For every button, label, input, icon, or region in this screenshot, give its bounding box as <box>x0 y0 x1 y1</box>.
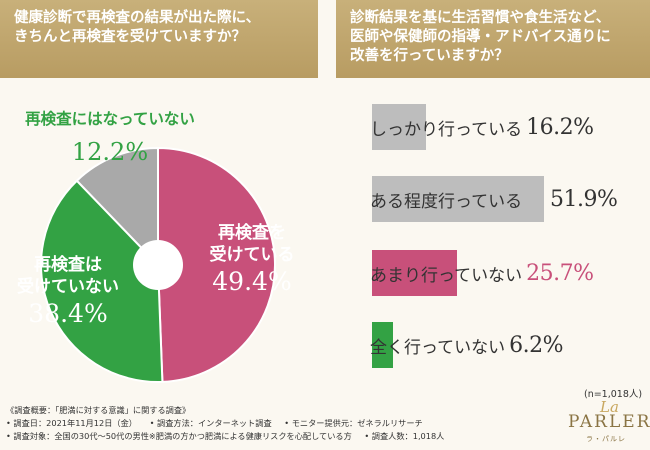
bar-value-label: 25.7% <box>526 260 594 286</box>
bar-category-label: 全く行っていない <box>370 337 506 358</box>
pie-slice <box>157 146 276 383</box>
bar-text: ある程度行っている 51.9% <box>370 176 618 222</box>
bar-text: あまり行っていない 25.7% <box>370 250 594 296</box>
survey-item: • モニター提供元：ゼネラルリサーチ <box>284 418 423 428</box>
survey-row-1: • 調査日：2021年11月12日（金） • 調査方法：インターネット調査 • … <box>6 417 454 430</box>
pie-slice-label: 受けている <box>210 244 295 265</box>
pie-slice-value: 49.4% <box>212 267 291 296</box>
logo-wordmark: PARLER <box>568 412 650 432</box>
survey-item: • 調査日：2021年11月12日（金） <box>6 418 137 428</box>
pie-slice <box>40 179 164 383</box>
bar-category-label: しっかり行っている <box>370 119 523 140</box>
bar-text: 全く行っていない 6.2% <box>370 322 564 368</box>
pie-slice-label: 受けていない <box>17 276 119 297</box>
left-question-banner: 健康診断で再検査の結果が出た際に、 きちんと再検査を受けていますか？ <box>0 0 318 78</box>
pie-slice-value: 38.4% <box>28 299 107 328</box>
bar-text: しっかり行っている 16.2% <box>370 104 594 150</box>
pie-slice <box>75 146 159 268</box>
bar <box>372 104 426 150</box>
logo-subtitle: ラ・パルレ <box>586 435 626 443</box>
pie-center-hole <box>133 240 183 290</box>
right-question-line: 診断結果を基に生活習慣や食生活など、 <box>350 9 611 26</box>
bar-category-label: あまり行っていない <box>370 265 523 286</box>
sample-size: (n=1,018人) <box>584 389 643 400</box>
left-question-line: きちんと再検査を受けていますか？ <box>14 27 246 45</box>
pie-slice-value: 12.2% <box>72 138 148 166</box>
bar-value-label: 51.9% <box>550 186 618 212</box>
logo-la: La <box>600 398 619 416</box>
right-question-line: 医師や保健師の指導・アドバイス通りに <box>350 27 611 45</box>
right-question-banner: 診断結果を基に生活習慣や食生活など、 医師や保健師の指導・アドバイス通りに 改善… <box>336 0 650 78</box>
bar <box>372 250 458 296</box>
bar-value-label: 6.2% <box>509 332 564 358</box>
survey-notes: 《調査概要：「肥満に対する意識」に関する調査》 • 調査日：2021年11月12… <box>6 404 454 443</box>
survey-item: • 調査人数：1,018人 <box>364 431 445 441</box>
survey-row-2: • 調査対象：全国の30代～50代の男性※肥満の方かつ肥満による健康リスクを心配… <box>6 430 454 443</box>
bar-value-label: 16.2% <box>526 114 594 140</box>
bar <box>372 176 544 222</box>
survey-item: • 調査対象：全国の30代～50代の男性※肥満の方かつ肥満による健康リスクを心配… <box>6 431 352 441</box>
survey-item: • 調査方法：インターネット調査 <box>149 418 272 428</box>
left-question-line: 健康診断で再検査の結果が出た際に、 <box>14 9 261 26</box>
survey-title: 《調査概要：「肥満に対する意識」に関する調査》 <box>6 405 191 415</box>
right-question-line: 改善を行っていますか？ <box>350 46 509 64</box>
bar <box>372 322 393 368</box>
brand-logo: La PARLER ラ・パルレ <box>568 398 650 448</box>
pie-slice-label: 再検査を <box>218 222 286 243</box>
pie-slice-label: 再検査にはなっていない <box>25 109 195 128</box>
bar-category-label: ある程度行っている <box>370 191 523 212</box>
pie-slice-label: 再検査は <box>34 254 102 275</box>
